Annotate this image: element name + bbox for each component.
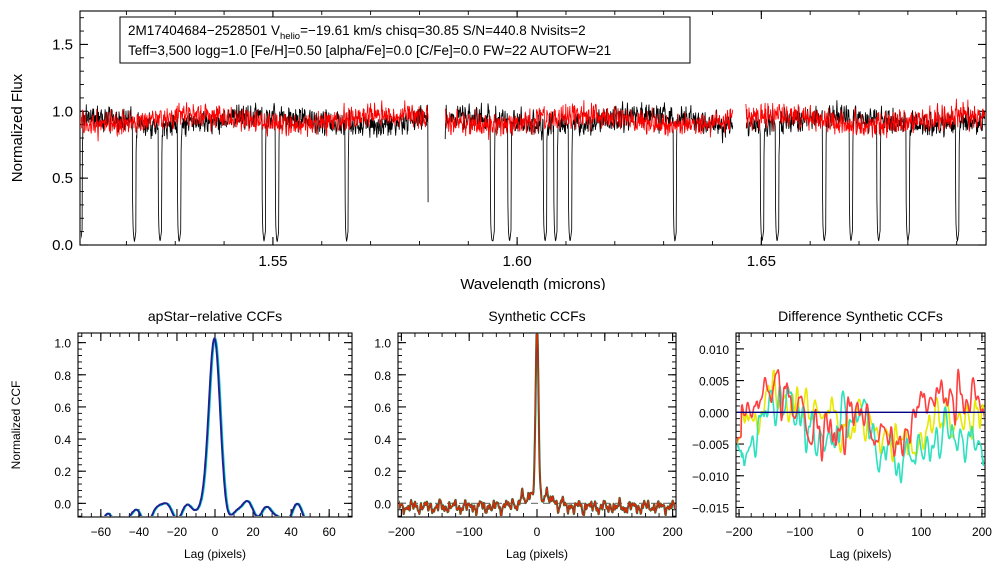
spectrum-xlabel: Wavelength (microns) (460, 276, 605, 290)
ccf2-blue-trace (399, 334, 675, 516)
x-tick-label: 200 (972, 525, 992, 539)
x-tick-label: −200 (388, 525, 415, 539)
ccf2-axes: −200 −100 0 100 200 0.0 0.2 0.4 0.6 0.8 1.0 Synthet… (374, 308, 683, 561)
spectrum-panel: 1.55 1.60 1.65 0.0 0.5 1.0 1.5 Wavelength (micr… (9, 10, 987, 290)
spectrum-traces (81, 98, 985, 242)
y-tick-label: 0.010 (699, 343, 729, 357)
x-tick-label: 200 (663, 525, 683, 539)
y-tick-label: 1.0 (52, 103, 73, 120)
y-tick-label: 0.2 (374, 465, 391, 479)
ccf1-visit1-trace (104, 337, 330, 516)
info-box: 2M17404684−2528501 Vhelio=−19.61 km/s ch… (119, 16, 691, 64)
y-tick-label: 1.0 (54, 337, 71, 351)
info-line-2: Teff=3,500 logg=1.0 [Fe/H]=0.50 [alpha/F… (128, 43, 611, 58)
y-tick-label: 0.5 (52, 170, 73, 187)
y-tick-label: 0.005 (699, 375, 729, 389)
y-tick-label: 1.0 (374, 337, 391, 351)
y-tick-label: 0.0 (54, 497, 71, 511)
ccf2-xlabel: Lag (pixels) (506, 547, 568, 561)
x-tick-label: −100 (456, 525, 483, 539)
spectrum-synthetic-trace (81, 98, 985, 142)
x-tick-label: 100 (595, 525, 615, 539)
difference-synthetic-ccfs-panel: −200 −100 0 100 200 −0.015 −0.010 −0.005 0.000 0.… (692, 308, 992, 561)
y-tick-label: 0.6 (374, 401, 391, 415)
ccf2-title: Synthetic CCFs (488, 308, 585, 324)
ccf1-axes: −60 −40 −20 0 20 40 60 0.0 0.2 0.4 0.6 0.8 1.0 apStar… (9, 308, 353, 561)
synthetic-ccfs-panel: −200 −100 0 100 200 0.0 0.2 0.4 0.6 0.8 1.0 Synthet… (374, 308, 683, 561)
x-tick-label: 0 (857, 525, 864, 539)
ccf1-xlabel: Lag (pixels) (184, 547, 246, 561)
ccf1-ylabel: Normalized CCF (9, 381, 23, 470)
x-tick-label: −200 (726, 525, 753, 539)
y-tick-label: 0.4 (374, 433, 391, 447)
y-tick-label: −0.005 (692, 438, 729, 452)
x-tick-label: −40 (129, 525, 150, 539)
y-tick-label: −0.010 (692, 470, 729, 484)
info-line-1: 2M17404684−2528501 Vhelio=−19.61 km/s ch… (128, 23, 586, 42)
y-tick-label: 0.0 (374, 497, 391, 511)
y-tick-label: 0.6 (54, 401, 71, 415)
ccf3-title: Difference Synthetic CCFs (778, 308, 943, 324)
x-tick-label: 60 (322, 525, 336, 539)
x-tick-label: 0 (212, 525, 219, 539)
spectrum-axes: 1.55 1.60 1.65 0.0 0.5 1.0 1.5 Wavelength (micr… (9, 10, 987, 290)
spectrum-ylabel: Normalized Flux (9, 73, 26, 182)
info-box-border (119, 16, 691, 64)
ccf3-xlabel: Lag (pixels) (829, 547, 891, 561)
plot-frame (77, 332, 353, 518)
x-tick-label: 0 (534, 525, 541, 539)
y-tick-label: 0.4 (54, 433, 71, 447)
ccf3-axes: −200 −100 0 100 200 −0.015 −0.010 −0.005 0.000 0.… (692, 308, 992, 561)
x-tick-label: 1.60 (503, 253, 532, 270)
x-tick-label: 1.65 (747, 253, 776, 270)
y-tick-label: 0.8 (374, 369, 391, 383)
ccf3-red-trace (737, 368, 984, 462)
x-tick-label: 100 (911, 525, 931, 539)
ccf1-title: apStar−relative CCFs (148, 308, 282, 324)
ccf2-red-trace (399, 334, 675, 516)
x-tick-label: −20 (167, 525, 188, 539)
x-tick-label: 20 (246, 525, 260, 539)
y-tick-label: 1.5 (52, 36, 73, 53)
x-tick-label: −100 (786, 525, 813, 539)
apstar-relative-ccfs-panel: −60 −40 −20 0 20 40 60 0.0 0.2 0.4 0.6 0.8 1.0 apStar… (9, 308, 353, 561)
y-tick-label: 0.8 (54, 369, 71, 383)
y-tick-label: 0.000 (699, 406, 729, 420)
y-tick-label: −0.015 (692, 501, 729, 515)
ccf1-visit2-trace (104, 337, 329, 516)
y-tick-label: 0.2 (54, 465, 71, 479)
plot-frame (79, 10, 987, 246)
x-tick-label: −60 (91, 525, 112, 539)
y-tick-label: 0.0 (52, 237, 73, 254)
x-tick-label: 1.55 (258, 253, 287, 270)
x-tick-label: 40 (284, 525, 298, 539)
